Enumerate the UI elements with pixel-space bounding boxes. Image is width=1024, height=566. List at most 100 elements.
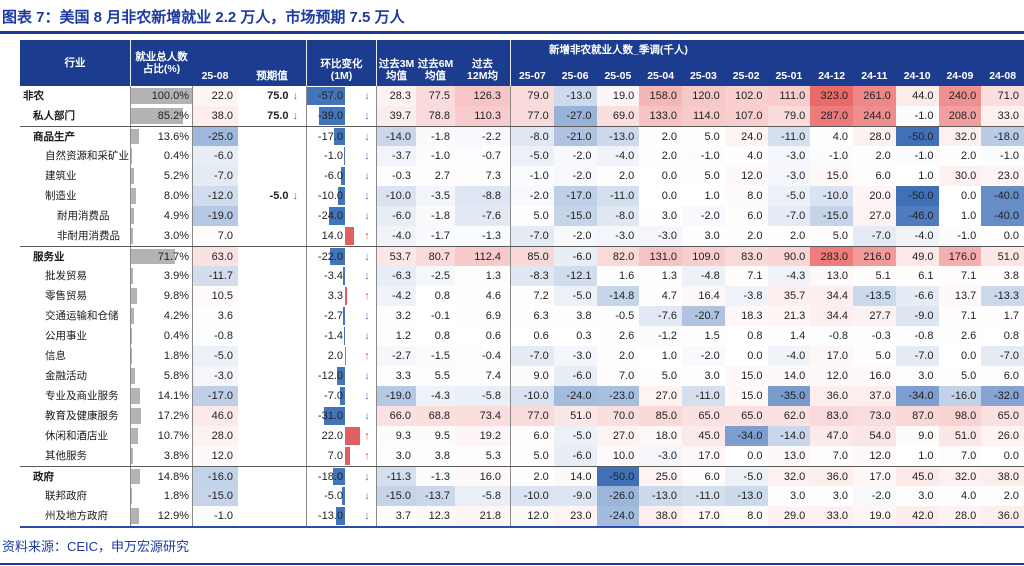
pct-cell: 0.4% (130, 326, 192, 346)
current-value-cell: 22.0 (192, 86, 238, 106)
month-value-cell: 107.0 (724, 106, 768, 126)
month-value-cell: 83.0 (810, 406, 853, 426)
month-value-cell: 14.0 (553, 467, 597, 486)
pct-data-bar (131, 368, 135, 384)
month-value-cell: 5.0 (938, 366, 982, 386)
month-value-cell: 216.0 (853, 247, 896, 266)
month-value-cell: 1.0 (938, 206, 982, 226)
mom-value: 22.0 (321, 430, 343, 442)
month-value-cell: 3.0 (682, 366, 725, 386)
month-value-cell: 4.0 (938, 486, 982, 506)
pct-data-bar (131, 129, 140, 144)
month-value-cell: 1.7 (981, 306, 1024, 326)
month-value-cell: 2.0 (639, 127, 682, 146)
mom-value: -13.0 (317, 510, 343, 522)
month-header: 25-03 (689, 70, 717, 82)
month-value-cell: 2.0 (853, 146, 896, 166)
month-value-cell: 2.0 (596, 346, 640, 366)
month-value-cell: -11.0 (596, 186, 640, 206)
arrow-down-icon: ↓ (364, 510, 370, 522)
pct-data-bar (131, 308, 134, 324)
month-values: -5.0 -2.0 -4.0 2.0 -1.0 4.0 -3.0 -1.0 2.0 -1.0 2.0… (510, 146, 1024, 166)
col-header-pct: 就业总人数 占比(%) (130, 40, 192, 86)
month-value-cell: -2.0 (682, 346, 725, 366)
industry-cell: 非农 (23, 90, 44, 102)
month-value-cell: 85.0 (639, 406, 682, 426)
table-row: 零售贸易 9.8% 10.5 3.3 ↑ -4.2 0.8 4.6 7.2 -5.0 -14.8 4.… (20, 286, 1024, 306)
month-value-cell: 15.0 (724, 366, 768, 386)
arrow-down-icon: ↓ (364, 330, 370, 342)
col-header-mom: 环比变化 (1M) (306, 40, 376, 86)
month-value-cell: -1.0 (810, 146, 853, 166)
table-row: 休闲和酒店业 10.7% 28.0 22.0 ↑ 9.3 9.5 19.2 6.0 -5.0 27.… (20, 426, 1024, 446)
month-value-cell: -4.8 (682, 266, 725, 286)
month-value-cell: 8.0 (724, 506, 768, 526)
month-value-cell: 261.0 (853, 86, 896, 106)
mom-change-cell: -12.0 ↓ (306, 366, 376, 386)
expected-value-cell (238, 146, 306, 166)
month-value-cell: -2.0 (553, 226, 597, 246)
avg3m-cell: -19.0 (376, 386, 416, 406)
pct-data-bar (131, 168, 135, 184)
arrow-down-icon: ↓ (292, 110, 299, 122)
month-value-cell: -1.0 (981, 146, 1024, 166)
current-value-cell: -17.0 (192, 386, 238, 406)
pct-cell: 14.1% (130, 386, 192, 406)
arrow-down-icon: ↓ (292, 90, 299, 102)
pct-cell: 4.2% (130, 306, 192, 326)
month-value-cell: -7.0 (853, 226, 896, 246)
month-value-cell: 19.0 (596, 86, 640, 106)
current-value-cell: -25.0 (192, 127, 238, 146)
mom-change-cell: -1.4 ↓ (306, 326, 376, 346)
pct-cell: 71.7% (130, 247, 192, 266)
avg12m-cell: -0.7 (455, 146, 510, 166)
month-value-cell: 102.0 (724, 86, 768, 106)
mom-change-cell: -18.0 ↓ (306, 467, 376, 486)
avg12m-cell: -0.4 (455, 346, 510, 366)
month-value-cell: 32.0 (938, 467, 982, 486)
month-value-cell: 44.0 (895, 86, 939, 106)
pct-cell: 14.8% (130, 467, 192, 486)
month-value-cell: 7.0 (810, 446, 853, 466)
mom-value: 14.0 (321, 230, 343, 242)
avg3m-cell: 53.7 (376, 247, 416, 266)
expected-value: 75.0 (267, 90, 289, 102)
expected-value-cell (238, 386, 306, 406)
month-value-cell: 16.4 (682, 286, 725, 306)
arrow-down-icon: ↓ (364, 370, 370, 382)
month-value-cell: 17.0 (810, 346, 853, 366)
month-value-cell: 2.0 (724, 226, 768, 246)
month-value-cell: 25.0 (639, 467, 682, 486)
arrow-down-icon: ↓ (364, 210, 370, 222)
source-note: 资料来源：CEIC，申万宏源研究 (2, 539, 190, 554)
avg12m-cell: 6.9 (455, 306, 510, 326)
expected-value-cell (238, 206, 306, 226)
month-value-cell: -1.2 (639, 326, 682, 346)
arrow-down-icon: ↓ (364, 190, 370, 202)
month-value-cell: 2.0 (511, 467, 554, 486)
month-value-cell: 7.1 (938, 306, 982, 326)
avg6m-cell: 77.5 (416, 86, 455, 106)
expected-value-cell (238, 326, 306, 346)
table-body: 非农 100.0% 22.0 75.0 ↓ -57.0 ↓ 28.3 77.5 126.3 79.0… (20, 86, 1024, 528)
month-value-cell: 7.1 (724, 266, 768, 286)
mom-data-bar (329, 207, 345, 225)
month-value-cell: -23.0 (596, 386, 640, 406)
month-value-cell: 3.8 (553, 306, 597, 326)
month-value-cell: -10.0 (810, 186, 853, 206)
month-value-cell: -13.0 (596, 127, 640, 146)
month-value-cell: -6.0 (553, 366, 597, 386)
month-value-cell: 1.0 (682, 186, 725, 206)
month-values: 12.0 23.0 -24.0 38.0 17.0 8.0 29.0 33.0 19.0 42.0… (510, 506, 1024, 526)
month-value-cell: -35.0 (767, 386, 811, 406)
mom-change-cell: 2.0 ↑ (306, 346, 376, 366)
month-value-cell: -46.0 (895, 206, 939, 226)
month-value-cell: -40.0 (981, 186, 1024, 206)
avg12m-cell: -5.8 (455, 386, 510, 406)
current-value-cell: -12.0 (192, 186, 238, 206)
pct-cell: 3.0% (130, 226, 192, 246)
month-value-cell: 120.0 (682, 86, 725, 106)
month-value-cell: 70.0 (596, 406, 640, 426)
expected-value-cell (238, 446, 306, 466)
arrow-down-icon: ↓ (364, 251, 370, 263)
